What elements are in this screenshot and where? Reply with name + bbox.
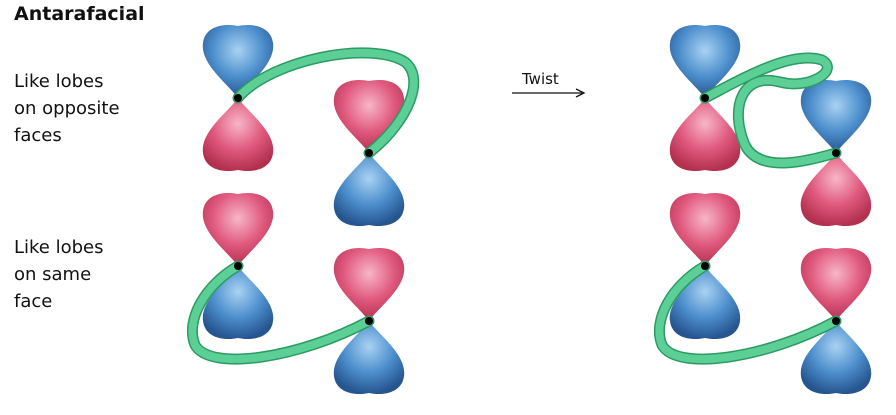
node-dot (832, 317, 840, 325)
label-line: Like lobes (14, 71, 104, 92)
pink-lobe-icon (202, 98, 274, 172)
diagram-title: Antarafacial (14, 3, 145, 25)
label-line: on same (14, 264, 92, 285)
pink-lobe-icon (800, 247, 872, 321)
node-dot (701, 94, 709, 102)
blue-lobe-icon (333, 153, 405, 227)
blue-lobe-icon (202, 266, 274, 340)
label-line: faces (14, 125, 62, 146)
label-line: on opposite (14, 98, 120, 119)
node-dot (365, 149, 373, 157)
label-line: Like lobes (14, 237, 104, 258)
blue-lobe-icon (669, 266, 741, 340)
right-arrow-icon (512, 88, 586, 98)
label-opposite-faces: Like lobes on opposite faces (14, 68, 120, 149)
node-dot (701, 262, 709, 270)
pink-lobe-icon (333, 247, 405, 321)
pink-lobe-icon (202, 192, 274, 266)
label-line: face (14, 291, 53, 312)
node-dot (365, 317, 373, 325)
label-same-face: Like lobes on same face (14, 234, 104, 315)
pink-lobe-icon (669, 98, 741, 172)
blue-lobe-icon (800, 79, 872, 153)
pink-lobe-icon (669, 192, 741, 266)
node-dot (832, 149, 840, 157)
pink-lobe-icon (333, 79, 405, 153)
node-dot (234, 94, 242, 102)
node-dot (234, 262, 242, 270)
blue-lobe-icon (202, 24, 274, 98)
twist-label: Twist (522, 70, 559, 88)
